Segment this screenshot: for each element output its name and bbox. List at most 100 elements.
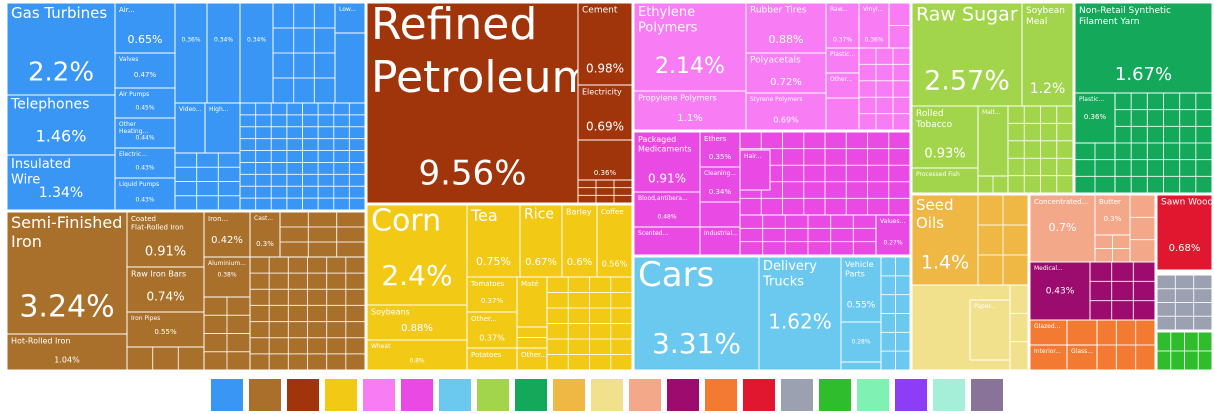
cell-value: 0.56%: [602, 260, 628, 269]
treemap-cell: [825, 72, 860, 99]
cell-label: Glass...: [1071, 348, 1093, 355]
cell-value: 3.24%: [19, 290, 114, 325]
cell-value: 2.4%: [381, 259, 452, 292]
cell-value: 1.2%: [1030, 81, 1066, 97]
treemap-cell: [366, 339, 468, 371]
cell-label: Raw Sugar: [916, 4, 1018, 26]
cell-label: Sawn Wood: [1161, 198, 1213, 208]
legend-swatch: [933, 379, 965, 411]
treemap-cell: [633, 256, 760, 371]
cell-value: 0.91%: [648, 172, 686, 186]
treemap-cell: [6, 94, 116, 156]
cell-label: Vehicle Parts: [845, 260, 874, 279]
cell-value: 0.88%: [769, 33, 804, 46]
cell-value: 0.69%: [586, 120, 624, 134]
cell-value: 9.56%: [418, 154, 526, 194]
cell-value: 0.37%: [481, 297, 504, 305]
cell-label: Blood,antibera...: [638, 195, 688, 202]
legend-swatch: [591, 379, 623, 411]
cell-value: 0.36%: [594, 169, 617, 177]
treemap-cell: [114, 117, 176, 149]
legend-swatch: [895, 379, 927, 411]
treemap-cell: [633, 131, 701, 193]
cell-value: 0.91%: [145, 245, 186, 260]
cell-value: 0.43%: [1046, 287, 1075, 297]
cell-label: Electricity: [582, 88, 622, 97]
treemap-cell: [858, 2, 890, 49]
cell-value: 0.43%: [135, 197, 154, 204]
legend-swatch: [287, 379, 319, 411]
cell-label: Styrene Polymers: [750, 96, 803, 103]
treemap-cell: [126, 211, 205, 268]
cell-label: Barley: [566, 208, 592, 217]
cell-label: Cars: [638, 255, 714, 295]
cell-label: Rubber Tires: [750, 6, 807, 16]
treemap-cell: [699, 226, 741, 256]
treemap-cell: [633, 191, 701, 228]
cell-value: 0.8%: [409, 358, 425, 365]
subdivision: [239, 102, 366, 211]
treemap-cell: [633, 90, 747, 131]
treemap-cell: [745, 92, 827, 131]
cell-label: Liquid Pumps: [119, 181, 159, 188]
cell-label: Rice: [524, 207, 554, 223]
treemap-cell: [739, 149, 771, 191]
cell-label: Cast...: [254, 215, 273, 222]
treemap-cell: [1094, 194, 1131, 236]
treemap-cell: [875, 214, 911, 256]
cell-label: Air...: [119, 6, 135, 14]
cell-value: 0.7%: [1049, 221, 1077, 234]
treemap-cell: [1074, 92, 1116, 144]
treemap-cell: [249, 211, 281, 258]
cell-value: 0.38%: [217, 272, 236, 279]
treemap-cell: [366, 204, 468, 306]
cell-label: Semi-Finished Iron: [11, 213, 122, 251]
treemap-cell: [977, 105, 1009, 177]
cell-value: 1.4%: [921, 252, 969, 274]
cell-value: 0.35%: [709, 153, 732, 161]
treemap-cell: [114, 177, 176, 211]
cell-label: Tomatoes: [470, 280, 505, 288]
treemap-cell: [516, 347, 548, 371]
treemap-cell: [126, 311, 205, 348]
cell-value: 0.36%: [181, 37, 200, 44]
treemap-cell: [561, 204, 598, 278]
treemap-cell: [114, 147, 176, 179]
cell-value: 1.67%: [1115, 64, 1172, 85]
treemap-cell: [911, 105, 979, 169]
cell-label: Gas Turbines: [11, 4, 107, 22]
cell-value: 0.37%: [479, 334, 505, 343]
treemap-cell: [633, 2, 747, 92]
cell-label: Paper...: [974, 303, 996, 310]
cell-value: 0.27%: [883, 240, 902, 247]
cell-label: Butter: [1099, 198, 1121, 206]
subdivision: [1156, 274, 1213, 331]
treemap-cell: [366, 304, 468, 341]
cell-value: 0.88%: [401, 323, 433, 334]
treemap-cell: [699, 166, 741, 203]
cell-value: 0.98%: [586, 62, 624, 76]
treemap-cell: [174, 2, 208, 104]
legend-swatch: [401, 379, 433, 411]
cell-label: Industrial...: [704, 230, 738, 237]
cell-value: 1.46%: [36, 127, 87, 146]
treemap-cell: [6, 333, 128, 371]
cell-value: 0.34%: [214, 37, 233, 44]
treemap-cell: [114, 2, 176, 54]
legend-swatch: [629, 379, 661, 411]
cell-value: 0.68%: [1169, 243, 1201, 254]
cell-label: Corn: [371, 204, 441, 239]
subdivision: [1156, 331, 1213, 371]
cell-value: 2.2%: [28, 58, 94, 88]
cell-label: Delivery Trucks: [762, 259, 817, 290]
cell-value: 0.44%: [135, 135, 154, 142]
treemap-cell: [366, 2, 579, 204]
cell-value: 1.04%: [54, 356, 80, 365]
cell-label: Interior...: [1034, 348, 1061, 355]
cell-value: 0.42%: [211, 235, 243, 246]
cell-value: 0.34%: [247, 37, 266, 44]
cell-label: Packaged Medicaments: [638, 135, 692, 154]
treemap-cell: [969, 299, 1011, 361]
treemap-cell: [758, 256, 842, 371]
